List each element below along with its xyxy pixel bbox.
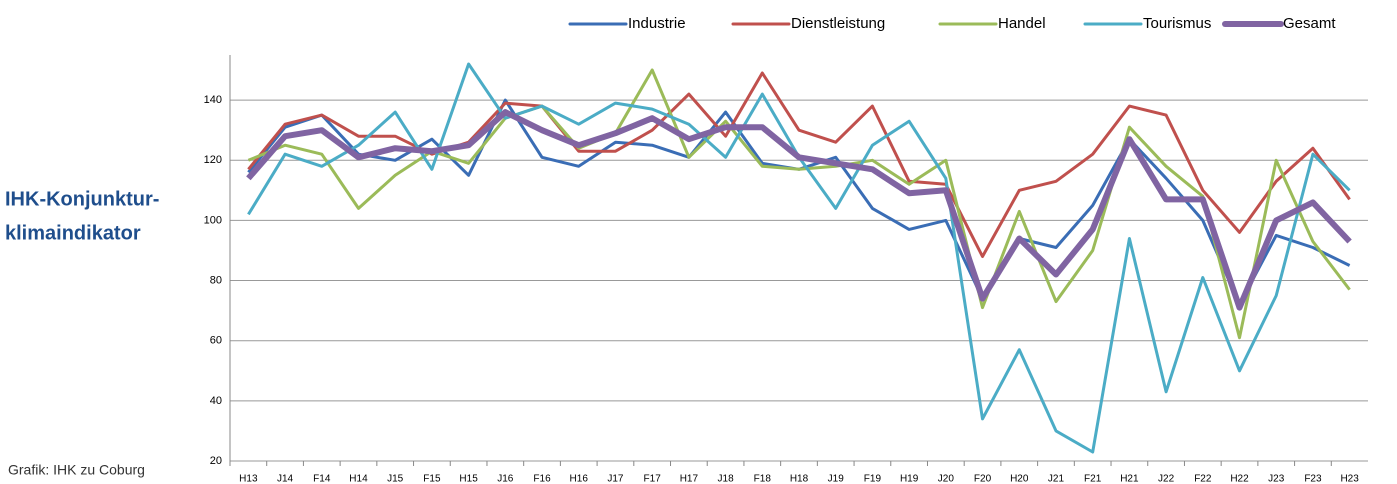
- legend-label: Industrie: [628, 15, 686, 32]
- x-tick-label: H22: [1230, 474, 1249, 484]
- x-tick-label: J23: [1268, 474, 1285, 484]
- y-tick-label: 20: [210, 455, 222, 467]
- x-tick-label: J20: [938, 474, 955, 484]
- x-tick-label: H16: [570, 474, 589, 484]
- x-tick-label: F23: [1304, 474, 1322, 484]
- y-tick-label: 40: [210, 395, 222, 407]
- x-tick-label: J17: [607, 474, 624, 484]
- chart-title: klimaindikator: [5, 222, 141, 244]
- x-tick-label: H17: [680, 474, 699, 484]
- y-tick-label: 120: [204, 154, 222, 166]
- series-line: [246, 109, 1352, 311]
- x-tick-label: F22: [1194, 474, 1212, 484]
- x-tick-label: J18: [718, 474, 735, 484]
- x-tick-label: J16: [497, 474, 514, 484]
- x-tick-label: F21: [1084, 474, 1102, 484]
- x-tick-label: H21: [1120, 474, 1139, 484]
- x-tick-label: H19: [900, 474, 919, 484]
- x-tick-label: H15: [459, 474, 478, 484]
- legend-label: Gesamt: [1283, 15, 1336, 32]
- source-note: Grafik: IHK zu Coburg: [8, 462, 145, 478]
- y-tick-label: 60: [210, 335, 222, 347]
- series-line: [247, 71, 1351, 258]
- x-tick-label: H18: [790, 474, 809, 484]
- legend-label: Handel: [998, 15, 1046, 32]
- x-tick-label: J15: [387, 474, 404, 484]
- y-tick-label: 140: [204, 94, 222, 106]
- series-line: [247, 62, 1351, 454]
- x-tick-label: F17: [644, 474, 662, 484]
- legend-label: Dienstleistung: [791, 15, 885, 32]
- chart-title: IHK-Konjunktur-: [5, 188, 159, 210]
- series-line: [247, 68, 1351, 340]
- x-tick-label: H20: [1010, 474, 1029, 484]
- x-tick-label: H14: [349, 474, 368, 484]
- y-tick-label: 80: [210, 274, 222, 286]
- x-tick-label: H23: [1340, 474, 1359, 484]
- legend-label: Tourismus: [1143, 15, 1211, 32]
- x-tick-label: F15: [423, 474, 441, 484]
- x-tick-label: F19: [864, 474, 882, 484]
- x-tick-label: H13: [239, 474, 258, 484]
- y-tick-label: 100: [204, 214, 222, 226]
- x-tick-label: F16: [533, 474, 551, 484]
- x-tick-label: J21: [1048, 474, 1065, 484]
- x-tick-label: F18: [754, 474, 772, 484]
- x-tick-label: F20: [974, 474, 992, 484]
- x-tick-label: J22: [1158, 474, 1175, 484]
- x-tick-label: F14: [313, 474, 331, 484]
- x-tick-label: J19: [828, 474, 845, 484]
- x-tick-label: J14: [277, 474, 294, 484]
